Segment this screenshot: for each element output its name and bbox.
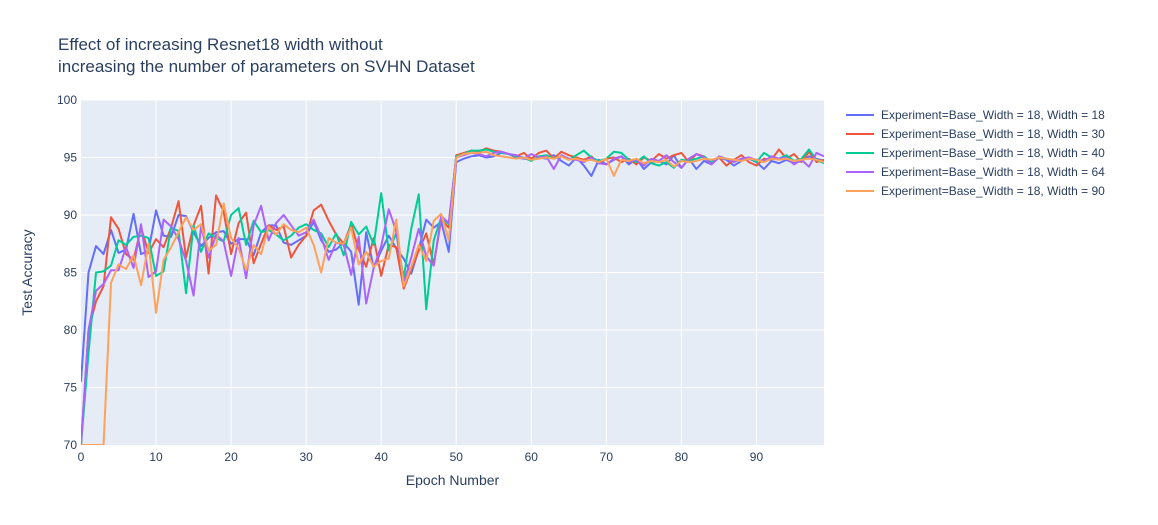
- legend-item[interactable]: Experiment=Base_Width = 18, Width = 18: [846, 108, 1105, 122]
- legend-item[interactable]: Experiment=Base_Width = 18, Width = 40: [846, 146, 1105, 160]
- y-tick-label: 75: [64, 381, 78, 395]
- grid-lines: [81, 99, 824, 445]
- y-axis-ticks: 70 75 80 85 90 95 100: [57, 93, 77, 452]
- chart-title-line-2: increasing the number of parameters on S…: [58, 57, 475, 76]
- x-tick-label: 0: [78, 450, 85, 464]
- y-axis-title: Test Accuracy: [19, 229, 35, 315]
- y-tick-label: 90: [64, 208, 78, 222]
- x-tick-label: 60: [525, 450, 539, 464]
- x-axis-title: Epoch Number: [406, 472, 500, 488]
- x-tick-label: 10: [149, 450, 163, 464]
- legend-label: Experiment=Base_Width = 18, Width = 40: [881, 146, 1105, 160]
- y-tick-label: 85: [64, 266, 78, 280]
- x-axis-ticks: 0 10 20 30 40 50 60 70 80 90: [78, 450, 764, 464]
- legend-label: Experiment=Base_Width = 18, Width = 90: [881, 184, 1105, 198]
- y-tick-label: 70: [64, 438, 78, 452]
- legend-label: Experiment=Base_Width = 18, Width = 30: [881, 127, 1105, 141]
- x-tick-label: 90: [750, 450, 764, 464]
- y-tick-label: 100: [57, 93, 77, 107]
- legend-label: Experiment=Base_Width = 18, Width = 64: [881, 165, 1105, 179]
- x-tick-label: 50: [450, 450, 464, 464]
- chart-title-line-1: Effect of increasing Resnet18 width with…: [58, 35, 383, 54]
- legend-label: Experiment=Base_Width = 18, Width = 18: [881, 108, 1105, 122]
- series-line-4: [81, 150, 824, 445]
- legend[interactable]: Experiment=Base_Width = 18, Width = 18 Ex…: [846, 108, 1105, 198]
- series-lines: [81, 147, 824, 445]
- legend-item[interactable]: Experiment=Base_Width = 18, Width = 90: [846, 184, 1105, 198]
- legend-item[interactable]: Experiment=Base_Width = 18, Width = 64: [846, 165, 1105, 179]
- x-tick-label: 20: [224, 450, 238, 464]
- legend-item[interactable]: Experiment=Base_Width = 18, Width = 30: [846, 127, 1105, 141]
- x-tick-label: 80: [675, 450, 689, 464]
- y-tick-label: 95: [64, 151, 78, 165]
- x-tick-label: 30: [299, 450, 313, 464]
- x-tick-label: 40: [375, 450, 389, 464]
- y-tick-label: 80: [64, 323, 78, 337]
- x-tick-label: 70: [600, 450, 614, 464]
